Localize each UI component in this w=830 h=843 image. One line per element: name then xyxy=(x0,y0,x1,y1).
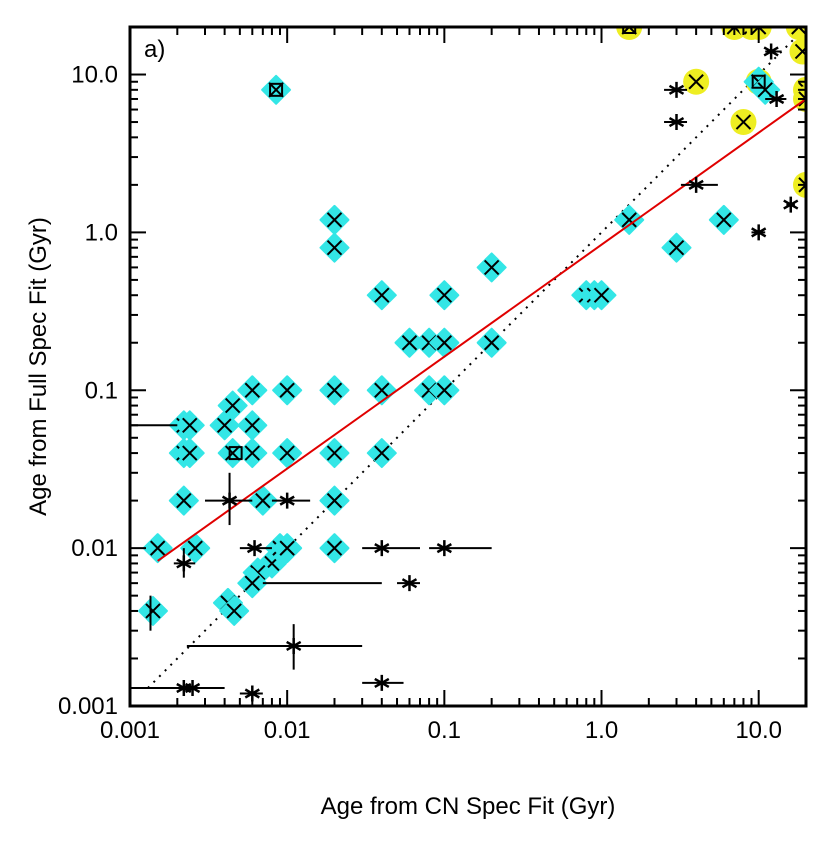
cyan-marker-x-2 xyxy=(326,239,343,256)
cyan-marker-x-9 xyxy=(436,335,453,351)
asterisk-point-2 xyxy=(246,540,263,557)
cyan-marker-x-14 xyxy=(326,382,343,398)
yellow-marker-x-3 xyxy=(750,27,767,35)
y-tick-label-2: 0.1 xyxy=(85,377,118,404)
labels-layer: 0.001 0.01 0.1 1.0 10.0 0.001 0.01 0.1 1.0 10.0 Ag… xyxy=(25,36,782,820)
cyan-marker-x-30 xyxy=(326,492,343,509)
cyan-marker-x-28 xyxy=(176,492,192,509)
asterisk-point-11 xyxy=(374,674,390,691)
cyan-marker-x-31 xyxy=(149,540,166,556)
y-axis-title: Age from Full Spec Fit (Gyr) xyxy=(25,217,52,516)
cyan-marker-x-26 xyxy=(326,445,343,461)
x-axis-title: Age from CN Spec Fit (Gyr) xyxy=(321,793,616,820)
cyan-marker-x-17 xyxy=(182,417,198,433)
asterisk-point-16 xyxy=(783,196,799,213)
cyan-marker-x-44 xyxy=(593,287,610,303)
cyan-marker-x-0 xyxy=(268,82,284,98)
yellow-marker-x-5 xyxy=(794,43,806,60)
axes-layer xyxy=(128,25,808,708)
fit-line-layer xyxy=(157,98,806,562)
cyan-marker-x-25 xyxy=(279,445,295,461)
cyan-marker-x-38 xyxy=(244,575,261,591)
cyan-markers-layer xyxy=(137,66,781,626)
asterisk-point-4 xyxy=(286,637,302,654)
cyan-marker-x-3 xyxy=(374,287,390,303)
asterisk-point-14 xyxy=(688,176,704,193)
panel-label: a) xyxy=(144,36,165,63)
asterisk-point-15 xyxy=(751,224,767,241)
yellow-marker-x-11 xyxy=(798,177,806,193)
cyan-marker-x-46 xyxy=(668,239,685,256)
asterisk-point-1 xyxy=(221,492,238,509)
y-tick-label-3: 1.0 xyxy=(85,219,118,246)
cyan-marker-x-22 xyxy=(182,445,198,461)
asterisk-point-0 xyxy=(176,555,192,572)
cyan-marker-x-47 xyxy=(716,212,732,228)
black-points-layer xyxy=(130,27,799,702)
cyan-marker-x-15 xyxy=(374,382,390,398)
asterisk-point-5 xyxy=(374,540,390,557)
cyan-marker-x-49 xyxy=(757,82,773,98)
cyan-marker-x-41 xyxy=(226,603,242,619)
cyan-marker-x-29 xyxy=(255,492,271,509)
cyan-marker-x-1 xyxy=(326,212,343,228)
asterisk-point-18 xyxy=(768,90,785,107)
x-tick-label-3: 1.0 xyxy=(585,717,618,744)
cyan-marker-x-11 xyxy=(436,382,453,398)
yellow-marker-x-6 xyxy=(688,74,704,90)
cyan-marker-x-13 xyxy=(279,382,295,398)
cyan-marker-x-5 xyxy=(483,259,500,276)
square-marker-1 xyxy=(269,82,284,97)
square-marker-3 xyxy=(751,74,766,89)
x-tick-label-2: 0.1 xyxy=(428,717,461,744)
plot-frame xyxy=(128,25,808,708)
asterisk-point-6 xyxy=(401,575,418,592)
yellow-marker-5 xyxy=(789,38,806,65)
cyan-marker-x-39 xyxy=(145,603,161,619)
red-fit-line xyxy=(157,98,806,562)
asterisk-point-12 xyxy=(668,81,685,98)
cyan-marker-x-19 xyxy=(224,397,241,414)
cyan-marker-x-36 xyxy=(326,540,343,556)
yellow-markers-layer xyxy=(616,27,806,198)
asterisk-point-7 xyxy=(436,540,452,557)
cyan-marker-x-12 xyxy=(244,382,261,398)
cyan-marker-x-23 xyxy=(224,445,241,461)
yellow-marker-x-1 xyxy=(726,27,743,35)
reference-line-layer xyxy=(147,27,806,689)
x-tick-label-4: 10.0 xyxy=(735,717,782,744)
reference-dotted-line xyxy=(147,27,806,689)
asterisk-point-17 xyxy=(763,43,779,60)
yellow-marker-x-8 xyxy=(735,114,752,130)
cyan-marker-x-27 xyxy=(374,445,390,461)
square-marker-2 xyxy=(622,27,637,34)
square-marker-0 xyxy=(228,446,243,461)
y-tick-label-1: 0.01 xyxy=(71,535,118,562)
cyan-marker-x-32 xyxy=(187,540,203,556)
asterisk-point-3 xyxy=(279,492,295,509)
yellow-marker-x-4 xyxy=(791,27,806,35)
y-tick-label-4: 10.0 xyxy=(71,62,118,89)
cyan-marker-x-6 xyxy=(483,335,500,351)
asterisk-point-13 xyxy=(668,114,685,131)
y-tick-label-0: 0.001 xyxy=(58,693,118,720)
cyan-marker-x-45 xyxy=(621,212,637,228)
yellow-marker-x-10 xyxy=(798,91,806,107)
cyan-marker-x-24 xyxy=(244,445,261,461)
yellow-marker-x-0 xyxy=(621,27,637,35)
cyan-marker-x-18 xyxy=(216,417,233,433)
x-tick-label-0: 0.001 xyxy=(100,717,160,744)
cyan-marker-x-4 xyxy=(436,287,453,303)
cyan-marker-x-7 xyxy=(401,335,418,351)
x-tick-label-1: 0.01 xyxy=(264,717,311,744)
cyan-marker-x-20 xyxy=(244,417,261,433)
cyan-marker-x-35 xyxy=(279,540,295,556)
